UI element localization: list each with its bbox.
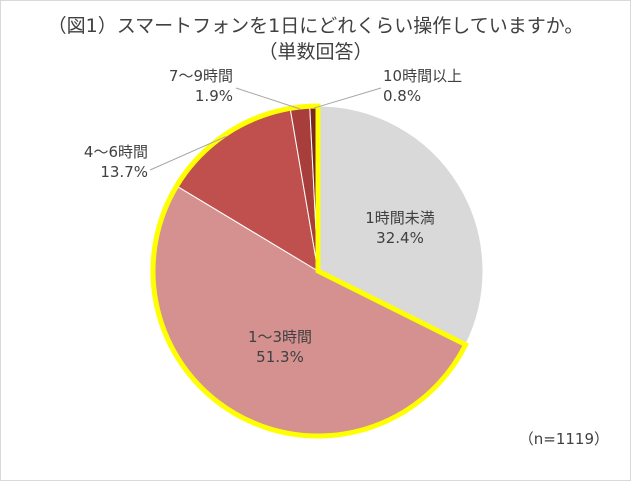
leader-line-10h-plus [313,87,382,109]
slice-label-10h-plus: 10時間以上 0.8% [383,66,493,106]
slice-name: 4～6時間 [83,143,148,161]
slice-name: 7～9時間 [168,67,233,85]
highlight-outline [150,103,469,439]
slice-under-1h [317,105,484,346]
slice-value: 13.7% [100,163,148,181]
leader-line-7-9h [235,87,301,110]
chart-subtitle: （単数回答） [258,41,373,63]
chart-title: （図1）スマートフォンを1日にどれくらい操作していますか。 [47,15,584,37]
slice-label-7-9h: 7～9時間 1.9% [130,66,233,106]
slice-value: 0.8% [383,87,422,105]
slice-name: 1～3時間 [247,328,313,346]
slice-value: 51.3% [256,348,304,366]
slice-name: 1時間未満 [365,209,435,227]
slice-label-4-6h: 4～6時間 13.7% [40,142,148,182]
sample-size-note: （n=1119） [518,430,609,448]
slice-name: 10時間以上 [383,67,463,85]
leader-line-4-6h [149,135,227,171]
slice-label-under-1h: 1時間未満 32.4% [345,208,455,248]
slice-value: 32.4% [376,229,424,247]
slice-value: 1.9% [194,87,233,105]
slice-label-1-3h: 1～3時間 51.3% [225,327,335,367]
